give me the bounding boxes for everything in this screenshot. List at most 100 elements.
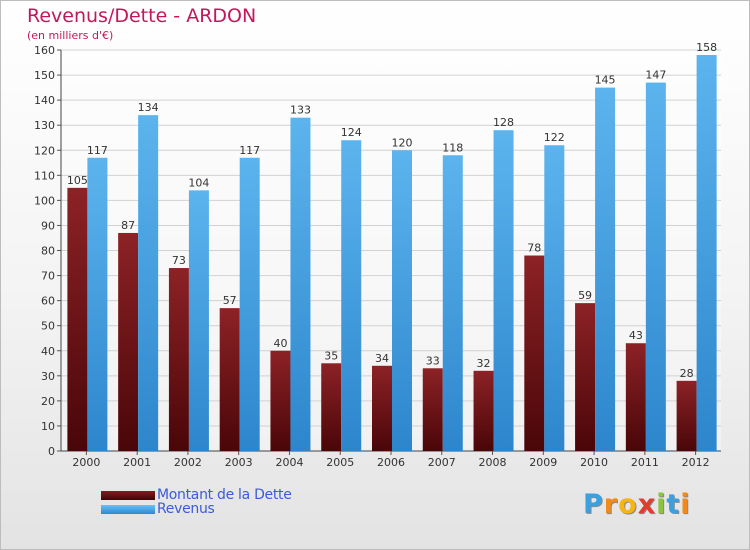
data-label-revenus: 128 [493, 116, 514, 129]
bar-revenus [138, 115, 159, 451]
y-tick-label: 10 [41, 420, 55, 433]
legend-item-revenus: Revenus [101, 501, 215, 517]
x-tick-label: 2008 [479, 456, 507, 469]
legend-label-revenus: Revenus [157, 501, 215, 517]
bar-dette [422, 368, 443, 451]
x-tick-label: 2012 [682, 456, 710, 469]
bar-revenus [239, 157, 260, 452]
data-label-dette: 59 [578, 289, 592, 302]
bar-revenus [493, 130, 514, 451]
y-tick-label: 150 [34, 69, 55, 82]
data-label-dette: 28 [680, 367, 694, 380]
bar-dette [625, 343, 646, 451]
y-tick-label: 50 [41, 320, 55, 333]
data-label-revenus: 120 [392, 136, 413, 149]
data-label-dette: 43 [629, 329, 643, 342]
data-label-revenus: 134 [138, 101, 159, 114]
data-label-revenus: 117 [87, 144, 108, 157]
x-tick-label: 2003 [225, 456, 253, 469]
y-tick-label: 60 [41, 295, 55, 308]
data-label-revenus: 147 [645, 69, 666, 82]
data-label-dette: 78 [527, 242, 541, 255]
data-label-dette: 57 [223, 294, 237, 307]
bar-dette [473, 370, 494, 451]
y-tick-label: 160 [34, 44, 55, 57]
legend-swatch-revenus [101, 504, 155, 514]
bar-revenus [595, 87, 616, 451]
x-tick-label: 2000 [72, 456, 100, 469]
y-tick-label: 110 [34, 169, 55, 182]
chart-title: Revenus/Dette - ARDON [27, 5, 257, 27]
y-tick-label: 100 [34, 194, 55, 207]
logo-letter: r [603, 489, 619, 520]
data-label-dette: 34 [375, 352, 389, 365]
data-label-dette: 40 [273, 337, 287, 350]
bar-revenus [87, 157, 108, 452]
data-label-revenus: 118 [442, 141, 463, 154]
bar-revenus [696, 55, 717, 451]
y-tick-label: 70 [41, 270, 55, 283]
bar-revenus [442, 155, 463, 451]
bar-dette [168, 268, 189, 451]
bar-dette [67, 187, 88, 451]
data-label-dette: 33 [426, 354, 440, 367]
x-tick-label: 2010 [580, 456, 608, 469]
y-tick-label: 140 [34, 94, 55, 107]
bar-revenus [392, 150, 412, 451]
data-label-revenus: 124 [341, 126, 362, 139]
logo-letter: P [583, 489, 604, 520]
y-tick-label: 80 [41, 245, 55, 258]
data-label-revenus: 158 [696, 41, 717, 54]
proxiti-logo: Proxiti [583, 489, 691, 520]
y-tick-label: 130 [34, 119, 55, 132]
x-tick-label: 2006 [377, 456, 405, 469]
data-label-revenus: 145 [595, 74, 616, 87]
bar-dette [270, 350, 291, 451]
data-label-revenus: 122 [544, 131, 565, 144]
data-label-revenus: 104 [188, 176, 209, 189]
legend-item-dette: Montant de la Dette [101, 487, 292, 503]
x-tick-label: 2004 [275, 456, 303, 469]
x-tick-label: 2007 [428, 456, 456, 469]
bar-revenus [341, 140, 362, 451]
bar-dette [676, 380, 697, 451]
bar-dette [372, 365, 392, 451]
bar-dette [321, 363, 342, 451]
data-label-revenus: 133 [290, 104, 311, 117]
logo-letter: x [637, 489, 657, 520]
y-tick-label: 0 [48, 445, 55, 458]
data-label-dette: 105 [67, 174, 88, 187]
y-tick-label: 40 [41, 345, 55, 358]
x-tick-label: 2005 [326, 456, 354, 469]
legend-swatch-dette [101, 490, 155, 500]
y-tick-label: 90 [41, 219, 55, 232]
x-tick-label: 2002 [174, 456, 202, 469]
y-tick-label: 120 [34, 144, 55, 157]
data-label-dette: 73 [172, 254, 186, 267]
bar-revenus [544, 145, 565, 452]
x-tick-label: 2009 [529, 456, 557, 469]
data-label-dette: 87 [121, 219, 135, 232]
y-tick-label: 20 [41, 395, 55, 408]
logo-letter: o [618, 489, 638, 520]
x-tick-label: 2011 [631, 456, 659, 469]
bar-dette [575, 303, 596, 451]
logo-letter: i [680, 489, 691, 520]
chart-subtitle: (en milliers d'€) [27, 29, 114, 42]
bar-revenus [188, 190, 209, 451]
y-tick-label: 30 [41, 370, 55, 383]
data-label-revenus: 117 [239, 144, 260, 157]
logo-letter: i [656, 489, 667, 520]
bar-dette [219, 308, 240, 451]
bar-dette [118, 232, 139, 451]
legend-label-dette: Montant de la Dette [157, 487, 292, 503]
bar-revenus [290, 117, 311, 451]
logo-letter: t [666, 489, 681, 520]
bar-revenus [645, 82, 666, 452]
data-label-dette: 35 [324, 349, 338, 362]
x-tick-label: 2001 [123, 456, 151, 469]
data-label-dette: 32 [477, 357, 491, 370]
bar-dette [524, 255, 545, 451]
